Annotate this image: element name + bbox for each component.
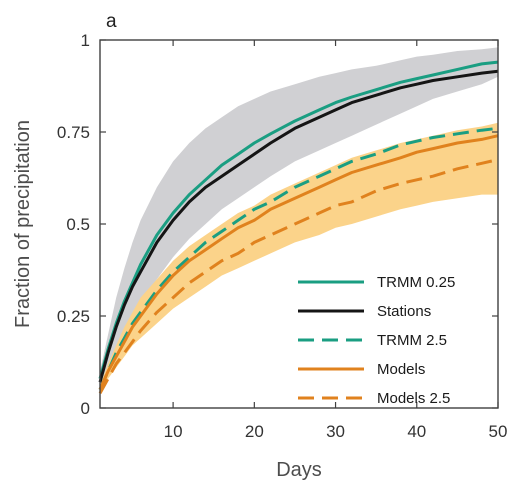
legend: TRMM 0.25 Stations TRMM 2.5 Models Models 2.… [298, 274, 455, 407]
x-tick-label: 10 [164, 422, 183, 441]
series-line-models-2-5 [98, 158, 499, 395]
y-tick-label: 0.25 [57, 307, 90, 326]
legend-label-trmm-0-25: TRMM 0.25 [377, 274, 455, 291]
legend-label-stations: Stations [377, 303, 431, 320]
x-tick-label: 20 [245, 422, 264, 441]
series-line-models [98, 134, 499, 391]
lines-layer [98, 60, 499, 395]
x-tick-label: 30 [326, 422, 345, 441]
x-tick-label: 50 [489, 422, 508, 441]
range-band-2 [100, 122, 498, 394]
legend-label-trmm-2-5: TRMM 2.5 [377, 332, 447, 349]
panel-label: a [106, 11, 117, 32]
y-tick-label: 0.75 [57, 123, 90, 142]
series-line-trmm-0-25 [98, 60, 499, 379]
ticks-layer: 10 20 30 40 50 0 0.25 0.5 0.75 1 [57, 31, 508, 441]
y-tick-label: 0.5 [66, 215, 90, 234]
range-band-1 [100, 47, 498, 390]
legend-label-models: Models [377, 361, 425, 378]
x-axis-title: Days [276, 459, 322, 481]
bands-layer [100, 47, 498, 394]
y-axis-title: Fraction of precipitation [12, 120, 34, 328]
y-tick-label: 0 [81, 399, 90, 418]
legend-label-models-2-5: Models 2.5 [377, 390, 450, 407]
y-tick-label: 1 [81, 31, 90, 50]
x-tick-label: 40 [407, 422, 426, 441]
series-line-stations [98, 69, 499, 383]
series-line-trmm-2-5 [98, 126, 499, 391]
